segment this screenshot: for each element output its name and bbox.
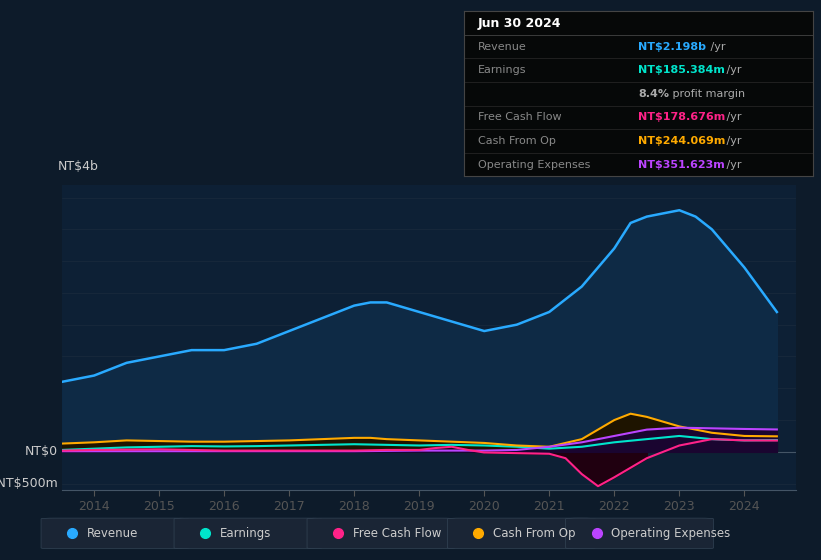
Text: Earnings: Earnings [478,65,526,75]
Text: Free Cash Flow: Free Cash Flow [478,113,562,123]
Text: Operating Expenses: Operating Expenses [478,160,590,170]
Text: NT$244.069m: NT$244.069m [639,136,726,146]
FancyBboxPatch shape [566,518,713,549]
Text: 8.4%: 8.4% [639,89,669,99]
Text: Revenue: Revenue [478,41,526,52]
Text: Cash From Op: Cash From Op [493,527,576,540]
Text: NT$2.198b: NT$2.198b [639,41,706,52]
Text: Revenue: Revenue [87,527,138,540]
Text: Cash From Op: Cash From Op [478,136,556,146]
Text: Jun 30 2024: Jun 30 2024 [478,16,562,30]
FancyBboxPatch shape [447,518,595,549]
FancyBboxPatch shape [307,518,455,549]
Text: Earnings: Earnings [220,527,271,540]
Text: /yr: /yr [722,160,741,170]
FancyBboxPatch shape [174,518,322,549]
Text: Operating Expenses: Operating Expenses [612,527,731,540]
Text: NT$178.676m: NT$178.676m [639,113,726,123]
Text: NT$185.384m: NT$185.384m [639,65,725,75]
Text: NT$0: NT$0 [25,445,58,458]
Text: profit margin: profit margin [669,89,745,99]
Text: NT$4b: NT$4b [58,160,99,172]
Text: NT$351.623m: NT$351.623m [639,160,725,170]
Text: /yr: /yr [722,136,741,146]
Text: /yr: /yr [708,41,726,52]
FancyBboxPatch shape [41,518,189,549]
Text: /yr: /yr [722,65,741,75]
Text: /yr: /yr [722,113,741,123]
Text: -NT$500m: -NT$500m [0,477,58,490]
Text: Free Cash Flow: Free Cash Flow [353,527,441,540]
